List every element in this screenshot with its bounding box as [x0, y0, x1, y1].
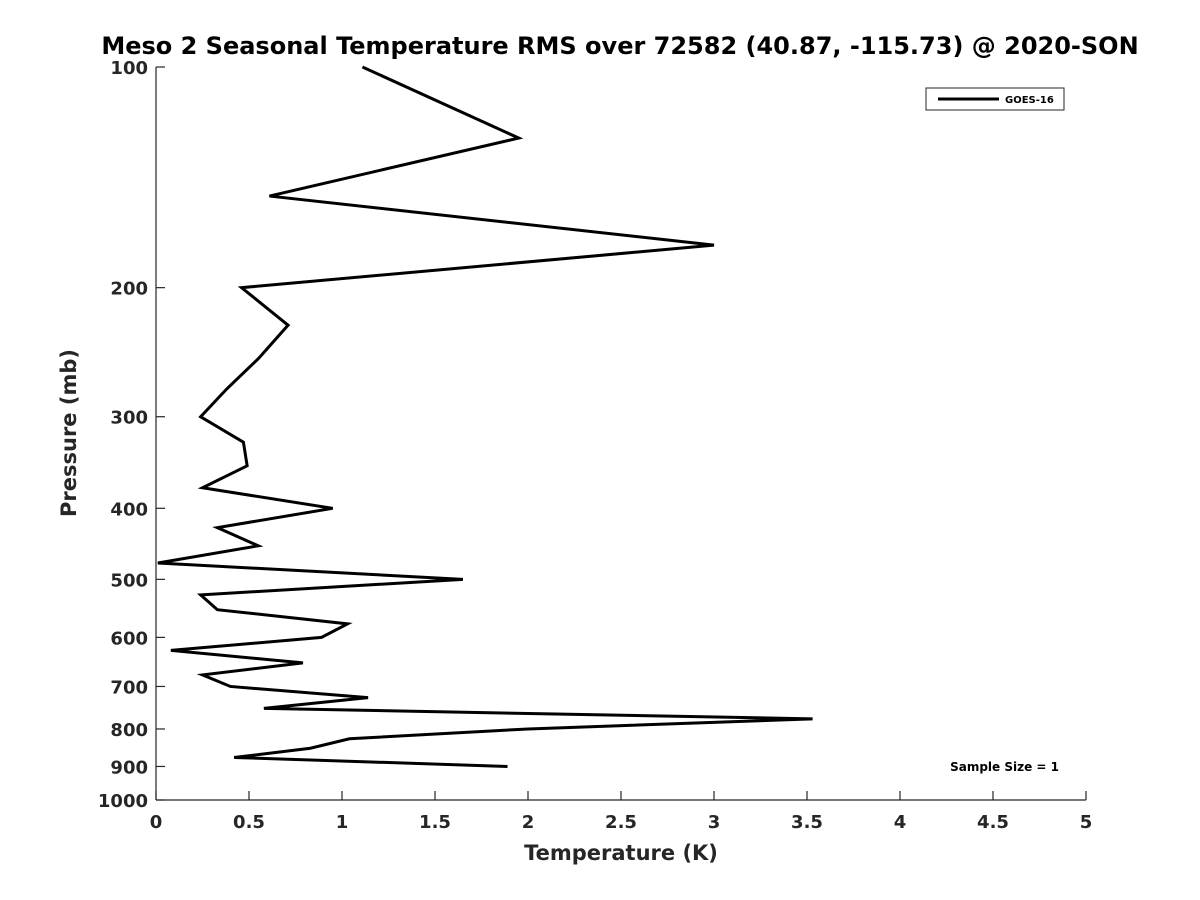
x-tick-label: 3 [708, 812, 721, 833]
y-tick-label: 200 [110, 279, 148, 300]
x-tick-label: 4.5 [977, 812, 1009, 833]
y-tick-label: 600 [110, 628, 148, 649]
x-tick-label: 1.5 [419, 812, 451, 833]
y-tick-label: 500 [110, 570, 148, 591]
legend: GOES-16 [925, 87, 1065, 111]
y-tick-label: 400 [110, 499, 148, 520]
x-tick-label: 1 [336, 812, 349, 833]
legend-label-goes-16: GOES-16 [1005, 95, 1054, 106]
y-tick-label: 300 [110, 408, 148, 429]
y-axis-ticks: 100 200 300 400 500 600 700 800 900 1000 [98, 58, 165, 812]
x-tick-label: 5 [1080, 812, 1093, 833]
x-tick-label: 2.5 [605, 812, 637, 833]
x-tick-label: 0.5 [233, 812, 265, 833]
series-line-goes-16 [157, 65, 813, 768]
series-layer [157, 65, 813, 768]
x-tick-label: 4 [894, 812, 907, 833]
y-tick-label: 800 [110, 720, 148, 741]
x-axis-ticks: 0 0.5 1 1.5 2 2.5 3 3.5 4 4.5 5 [150, 791, 1093, 833]
y-tick-label: 900 [110, 757, 148, 778]
y-tick-label: 700 [110, 677, 148, 698]
y-tick-label: 1000 [98, 791, 148, 812]
y-axis-label: Pressure (mb) [57, 349, 81, 517]
x-axis-label: Temperature (K) [524, 841, 718, 865]
x-tick-label: 3.5 [791, 812, 823, 833]
chart-title: Meso 2 Seasonal Temperature RMS over 725… [101, 32, 1138, 60]
sample-size-annotation: Sample Size = 1 [950, 760, 1059, 774]
x-tick-label: 0 [150, 812, 163, 833]
y-tick-label: 100 [110, 58, 148, 79]
x-tick-label: 2 [522, 812, 535, 833]
